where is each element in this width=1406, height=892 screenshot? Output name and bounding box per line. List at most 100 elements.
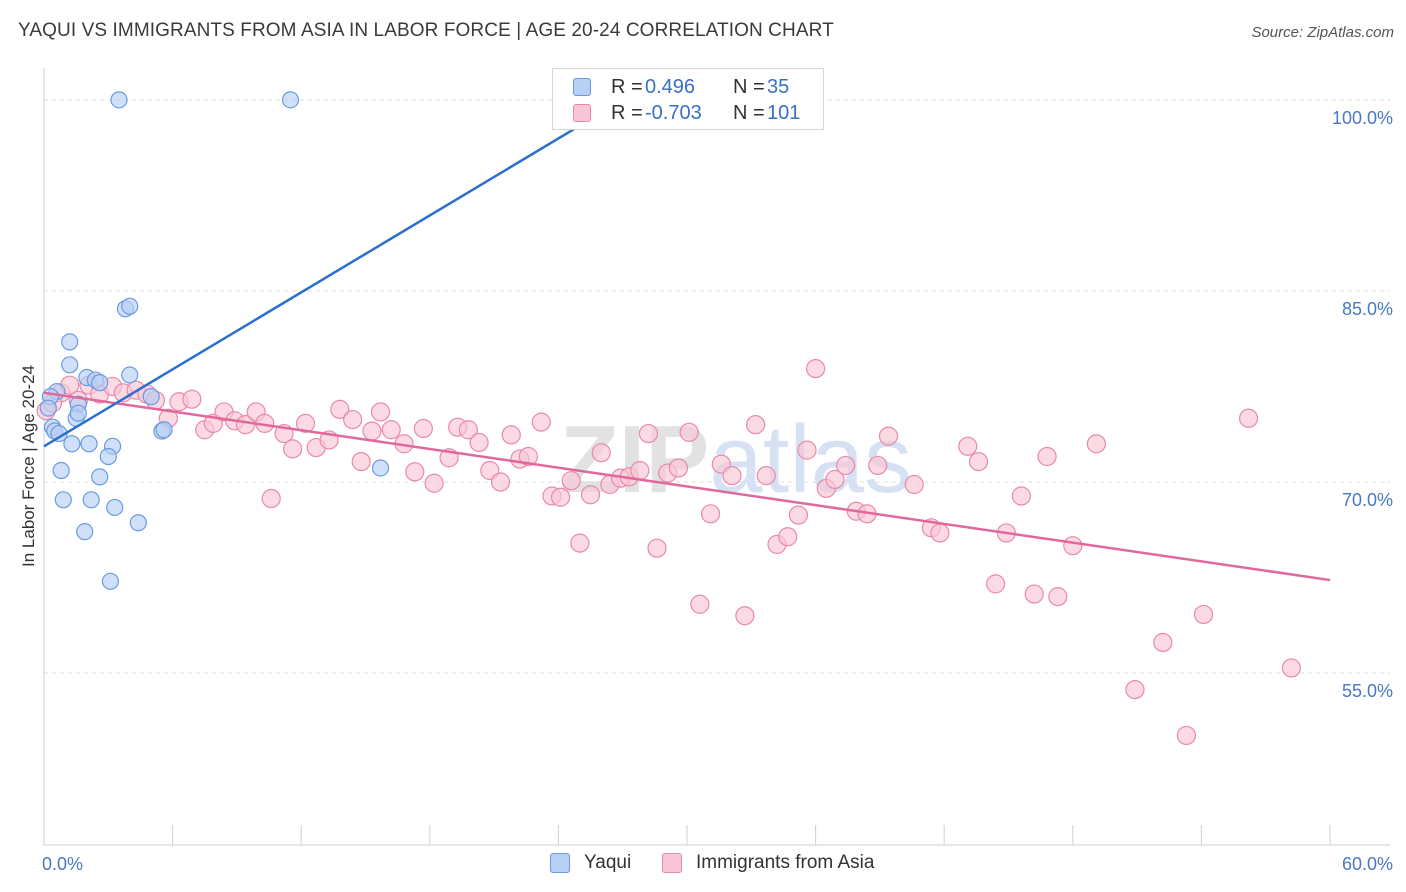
n-label: N = <box>733 102 765 124</box>
asia-point <box>580 485 601 505</box>
yaqui-point <box>99 447 117 466</box>
x-tick-label: 60.0% <box>1342 854 1393 874</box>
chart-title: YAQUI VS IMMIGRANTS FROM ASIA IN LABOR F… <box>18 20 834 41</box>
asia-point <box>630 460 650 481</box>
watermark: ZIPatlas <box>560 406 912 513</box>
yaqui-trend-line <box>43 79 656 448</box>
y-tick-label: 85.0% <box>1342 299 1393 319</box>
asia-point <box>518 446 538 467</box>
asia-point <box>735 606 755 626</box>
asia-point <box>381 420 401 440</box>
asia-point <box>1048 587 1068 607</box>
asia-point <box>362 421 382 441</box>
y-axis-label: In Labor Force | Age 20-24 <box>19 365 38 567</box>
yaqui-point <box>281 91 300 109</box>
r-label: R = <box>611 76 643 98</box>
asia-point <box>700 504 721 524</box>
asia-point <box>1063 536 1083 556</box>
asia-point <box>531 412 551 432</box>
asia-point <box>958 436 978 456</box>
legend-row-yaqui: R = 0.496 N = 35 <box>553 75 823 101</box>
n-value: 101 <box>767 102 801 124</box>
x-tick-labels: 0.0% 60.0% <box>42 854 1393 874</box>
yaqui-point <box>91 374 109 392</box>
legend-row-immigrants-from-asia: R = -0.703 N = 101 <box>553 101 823 127</box>
asia-point <box>591 443 611 463</box>
asia-point <box>261 488 281 509</box>
source-credit: Source: ZipAtlas.com <box>1251 24 1394 41</box>
yaqui-point <box>106 498 124 517</box>
asia-point <box>570 533 590 553</box>
n-value: 35 <box>767 76 790 98</box>
yaqui-swatch <box>573 78 591 96</box>
yaqui-point <box>61 356 79 374</box>
yaqui-point <box>142 388 160 406</box>
asia-point <box>330 399 350 419</box>
y-tick-label: 100.0% <box>1332 108 1393 128</box>
asia-point <box>878 426 899 446</box>
asia-trend-line <box>43 391 1331 582</box>
asia-point <box>638 423 659 444</box>
yaqui-point <box>69 404 87 422</box>
asia-swatch <box>573 104 591 122</box>
yaqui-point <box>371 459 390 477</box>
asia-legend-swatch <box>662 853 682 873</box>
grid-lines <box>44 99 1390 674</box>
asia-point <box>1037 446 1057 467</box>
asia-point <box>343 409 363 430</box>
asia-point <box>788 505 809 525</box>
asia-point <box>413 418 433 439</box>
yaqui-point <box>155 421 173 439</box>
series-yaqui-points <box>39 91 390 590</box>
asia-point <box>825 469 845 490</box>
y-tick-label: 55.0% <box>1342 681 1393 701</box>
asia-point <box>1125 679 1145 700</box>
yaqui-point <box>121 297 139 315</box>
asia-point <box>1281 658 1302 678</box>
asia-point <box>351 451 371 472</box>
asia-point <box>778 527 798 547</box>
r-value: 0.496 <box>645 76 696 98</box>
asia-point <box>986 574 1006 594</box>
asia-point <box>904 474 924 495</box>
asia-point <box>1153 632 1173 653</box>
yaqui-point <box>39 399 57 417</box>
yaqui-point <box>129 514 147 532</box>
asia-point <box>550 487 571 507</box>
asia-point <box>868 455 888 476</box>
asia-point <box>1086 434 1106 454</box>
legend-label-immigrants-from-asia: Immigrants from Asia <box>696 852 875 873</box>
asia-point <box>805 359 826 379</box>
axes <box>43 68 1390 846</box>
r-value: -0.703 <box>645 102 702 124</box>
n-label: N = <box>733 76 765 98</box>
trend-lines <box>43 79 1331 582</box>
y-tick-labels: 55.0% 70.0% 85.0% 100.0% <box>1332 108 1393 701</box>
series-legend: Yaqui Immigrants from Asia <box>0 852 1406 876</box>
asia-point <box>1024 584 1044 604</box>
yaqui-point <box>63 435 81 453</box>
asia-point <box>370 402 391 422</box>
yaqui-point <box>61 333 79 351</box>
r-label: R = <box>611 102 643 124</box>
series-immigrants-from-asia-points <box>36 359 1302 746</box>
yaqui-legend-swatch <box>550 853 570 873</box>
yaqui-point <box>80 435 98 453</box>
yaqui-point <box>101 572 120 590</box>
asia-point <box>1193 604 1214 625</box>
asia-point <box>469 432 489 453</box>
asia-point <box>501 425 521 445</box>
yaqui-point <box>52 461 70 480</box>
asia-point <box>490 472 511 492</box>
asia-point <box>930 523 950 543</box>
asia-point <box>690 594 710 614</box>
correlation-legend: R = 0.496 N = 35 R = -0.703 N = 101 <box>552 68 824 130</box>
asia-point <box>968 451 989 472</box>
yaqui-point <box>54 491 72 509</box>
yaqui-point <box>121 366 139 384</box>
asia-point <box>745 415 766 435</box>
asia-point <box>679 422 699 442</box>
yaqui-point <box>110 91 128 109</box>
asia-point <box>458 420 478 440</box>
